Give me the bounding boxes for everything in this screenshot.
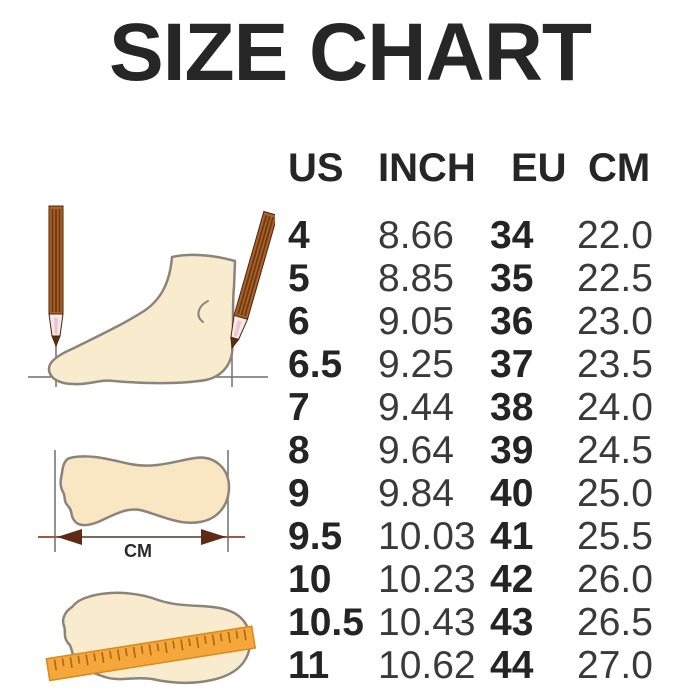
us-cell: 4: [288, 214, 310, 257]
inch-cell: 10.43: [378, 601, 476, 644]
us-cell: 8: [288, 429, 310, 472]
column-header-us: US: [288, 146, 344, 190]
eu-cell: 35: [490, 257, 534, 300]
eu-cell: 34: [490, 214, 534, 257]
eu-cell: 41: [490, 515, 534, 558]
page-title: SIZE CHART: [109, 7, 592, 98]
measure-arrow: [38, 529, 245, 545]
us-cell: 10: [288, 558, 332, 601]
cm-cell: 24.5: [577, 429, 653, 472]
inch-cell: 8.66: [378, 214, 454, 257]
cm-cell: 23.0: [577, 300, 653, 343]
us-cell: 9.5: [288, 515, 343, 558]
eu-cell: 43: [490, 601, 534, 644]
us-cell: 9: [288, 472, 310, 515]
column-header-cm: CM: [588, 146, 651, 190]
inch-cell: 8.85: [378, 257, 454, 300]
eu-cell: 40: [490, 472, 534, 515]
cm-cell: 23.5: [577, 343, 653, 386]
cm-label: CM: [124, 541, 152, 561]
inch-cell: 10.62: [378, 644, 476, 687]
inch-cell: 9.25: [378, 343, 454, 386]
eu-cell: 39: [490, 429, 534, 472]
cm-cell: 26.5: [577, 601, 653, 644]
cm-cell: 27.0: [577, 644, 653, 687]
cm-cell: 25.0: [577, 472, 653, 515]
footprint-shape: [59, 455, 231, 527]
inch-cell: 9.44: [378, 386, 454, 429]
footprint-length-illustration: CM: [38, 450, 245, 561]
eu-cell: 38: [490, 386, 534, 429]
us-cell: 6: [288, 300, 310, 343]
column-header-inch: INCH: [378, 146, 476, 190]
us-cell: 5: [288, 257, 310, 300]
us-cell: 7: [288, 386, 310, 429]
foot-measure-illustration: [28, 205, 275, 387]
cm-cell: 25.5: [577, 515, 653, 558]
us-cell: 11: [288, 644, 330, 687]
inch-cell: 10.03: [378, 515, 476, 558]
cm-cell: 26.0: [577, 558, 653, 601]
cm-cell: 22.5: [577, 257, 653, 300]
inch-cell: 9.64: [378, 429, 454, 472]
size-table: US INCH EU CM 4 8.66 34 22.0 5 8.85 35 2…: [288, 148, 661, 687]
inch-cell: 9.05: [378, 300, 454, 343]
footprint-ruler-illustration: [45, 591, 257, 685]
cm-cell: 24.0: [577, 386, 653, 429]
ruler-shape: [45, 625, 257, 682]
inch-cell: 10.23: [378, 558, 476, 601]
column-header-eu: EU: [511, 146, 567, 190]
eu-cell: 36: [490, 300, 534, 343]
us-cell: 10.5: [288, 601, 364, 644]
pencil-icon: [48, 205, 64, 347]
eu-cell: 42: [490, 558, 534, 601]
ankle-mark: [197, 300, 209, 323]
foot-shape: [47, 253, 237, 386]
eu-cell: 37: [490, 343, 534, 386]
eu-cell: 44: [490, 644, 534, 687]
inch-cell: 9.84: [378, 472, 454, 515]
cm-cell: 22.0: [577, 214, 653, 257]
us-cell: 6.5: [288, 343, 343, 386]
